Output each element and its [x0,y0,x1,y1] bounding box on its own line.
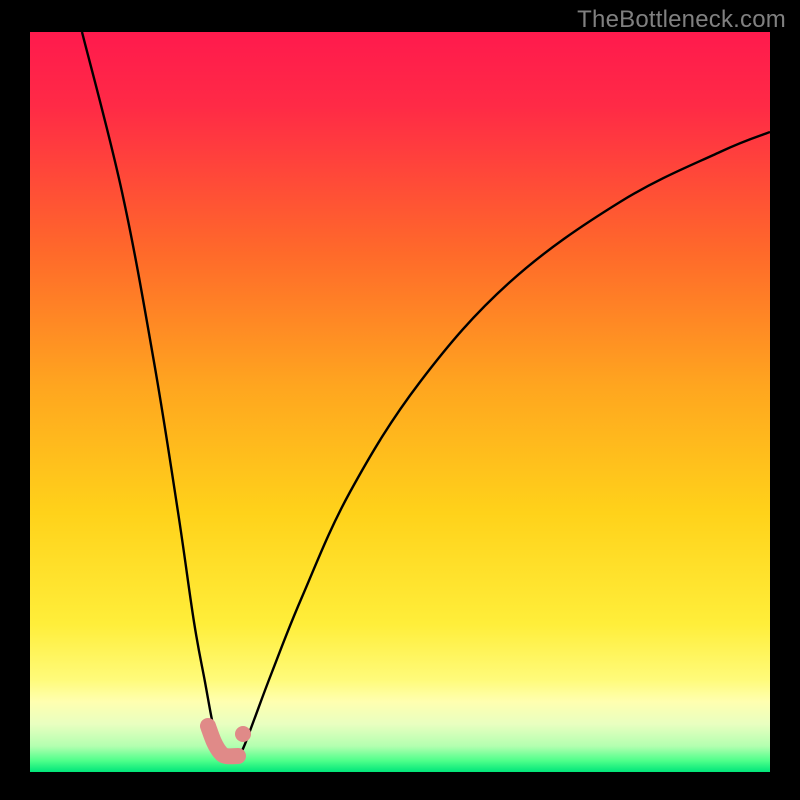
plot-area [30,32,770,772]
stage: TheBottleneck.com [0,0,800,800]
watermark-text: TheBottleneck.com [577,6,786,34]
chart-svg [30,32,770,772]
chart-background [30,32,770,772]
dip-dot [235,726,251,742]
